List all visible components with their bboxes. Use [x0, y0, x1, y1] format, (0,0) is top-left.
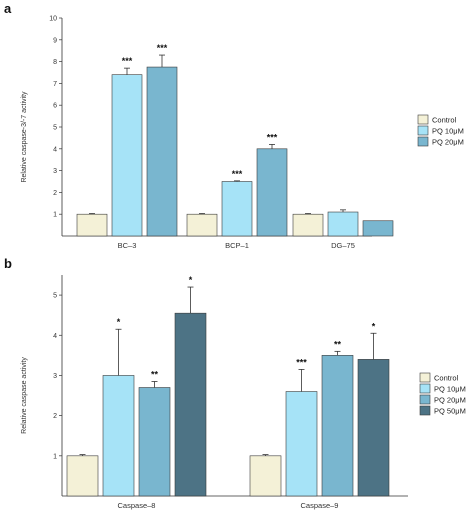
significance-label: *: [117, 317, 121, 327]
y-tick-label: 2: [53, 190, 57, 197]
bar: [362, 220, 394, 237]
y-tick-label: 9: [53, 37, 57, 44]
bar: [256, 148, 288, 237]
bar: [357, 359, 390, 497]
significance-label: ***: [267, 132, 278, 142]
significance-label: ***: [296, 357, 307, 367]
y-tick-label: 3: [53, 168, 57, 175]
legend-label: PQ 50μM: [434, 407, 466, 416]
legend-swatch: [419, 405, 431, 416]
legend-swatch: [417, 136, 429, 147]
bar: [111, 74, 143, 237]
panel-a-letter: a: [4, 1, 12, 16]
bar: [321, 355, 354, 497]
bar: [66, 455, 99, 497]
bar: [327, 211, 359, 237]
legend-swatch: [417, 114, 429, 125]
significance-label: *: [189, 275, 193, 285]
y-tick-label: 1: [53, 453, 57, 460]
significance-label: **: [151, 369, 159, 379]
y-tick-label: 8: [53, 59, 57, 66]
bar: [249, 455, 282, 497]
significance-label: *: [372, 321, 376, 331]
bar: [146, 66, 178, 237]
y-tick-label: 6: [53, 103, 57, 110]
bar: [76, 213, 108, 237]
panel-b-letter: b: [4, 256, 12, 271]
category-label: BC–3: [118, 241, 137, 250]
significance-label: ***: [157, 43, 168, 53]
significance-label: ***: [232, 169, 243, 179]
y-tick-label: 5: [53, 125, 57, 132]
category-label: DG–75: [331, 241, 355, 250]
legend-label: PQ 10μM: [432, 127, 464, 136]
y-tick-label: 10: [49, 16, 57, 23]
y-tick-label: 5: [53, 293, 57, 300]
y-axis-label: Relative caspase activity: [21, 357, 28, 434]
category-label: Caspase–8: [118, 501, 156, 510]
legend-label: PQ 20μM: [434, 396, 466, 405]
significance-label: **: [334, 339, 342, 349]
bar: [138, 387, 171, 497]
y-tick-label: 3: [53, 373, 57, 380]
panel-a-chart: 1 2 3 4 5 6 7 8 9 10 Relative caspase-3/-7 activit…: [21, 16, 464, 251]
legend-swatch: [419, 372, 431, 383]
significance-label: ***: [122, 56, 133, 66]
bar: [186, 213, 218, 237]
y-tick-label: 2: [53, 413, 57, 420]
bar: [174, 312, 207, 497]
legend-label: PQ 20μM: [432, 138, 464, 147]
legend-label: PQ 10μM: [434, 385, 466, 394]
legend-swatch: [417, 125, 429, 136]
y-axis-label: Relative caspase-3/-7 activity: [21, 91, 28, 183]
bar: [285, 391, 318, 497]
y-tick-label: 4: [53, 333, 57, 340]
category-label: Caspase–9: [301, 501, 339, 510]
y-tick-label: 7: [53, 81, 57, 88]
legend-label: Control: [434, 374, 459, 383]
y-tick-label: 4: [53, 146, 57, 153]
legend-swatch: [419, 383, 431, 394]
bar: [292, 213, 324, 237]
legend-swatch: [419, 394, 431, 405]
legend-label: Control: [432, 116, 457, 125]
y-tick-label: 1: [53, 212, 57, 219]
category-label: BCP–1: [225, 241, 249, 250]
bar: [221, 181, 253, 237]
bar: [102, 375, 135, 497]
